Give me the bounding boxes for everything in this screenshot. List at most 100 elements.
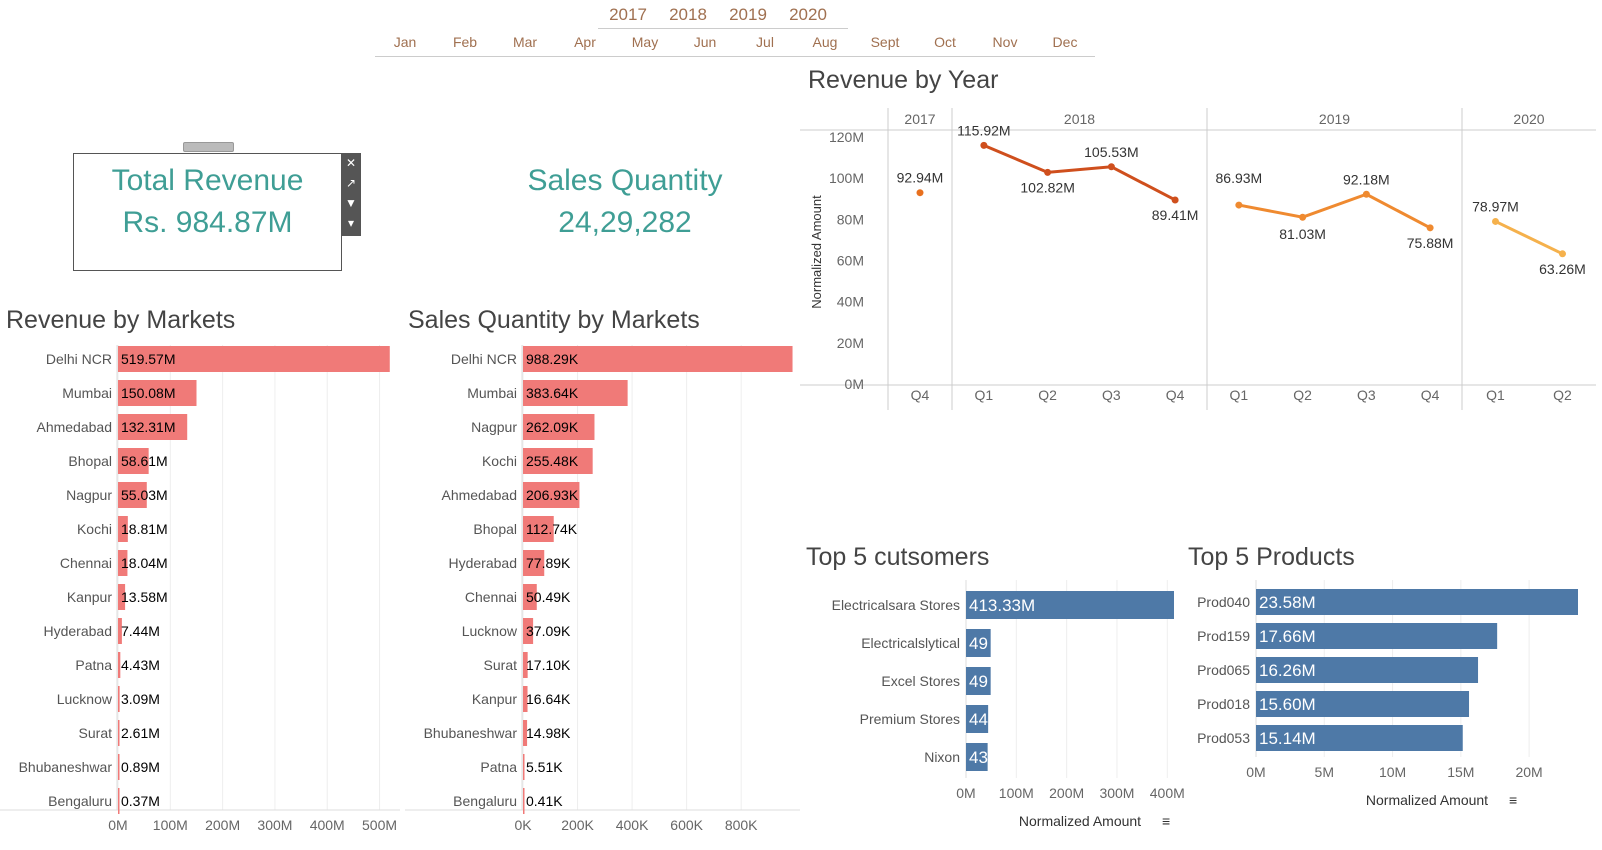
top-products-data-label: 23.58M bbox=[1259, 593, 1316, 612]
revenue-year-data-label: 81.03M bbox=[1279, 226, 1326, 242]
top-customers-bar bbox=[966, 705, 989, 733]
revenue-year-x-tick-label: Q2 bbox=[1553, 387, 1572, 403]
quantity-market-bar bbox=[523, 720, 528, 746]
quantity-market-data-label: 383.64K bbox=[526, 385, 579, 401]
quantity-market-bar bbox=[523, 482, 580, 508]
revenue-year-data-label: 115.92M bbox=[957, 122, 1010, 138]
quantity-market-category-label: Bhubaneshwar bbox=[424, 725, 518, 741]
quantity-market-data-label: 112.74K bbox=[526, 521, 578, 537]
revenue-market-x-tick-label: 200M bbox=[205, 817, 240, 833]
revenue-year-point bbox=[1299, 213, 1307, 221]
sales-quantity-value: 24,29,282 bbox=[558, 206, 692, 239]
quantity-market-category-label: Hyderabad bbox=[449, 555, 518, 571]
total-revenue-card[interactable]: Total Revenue Rs. 984.87M bbox=[73, 153, 342, 271]
revenue-year-point bbox=[1559, 250, 1566, 258]
quantity-market-data-label: 50.49K bbox=[526, 589, 571, 605]
revenue-market-bar bbox=[118, 788, 120, 814]
revenue-year-y-tick-label: 0M bbox=[845, 376, 864, 392]
revenue-year-point bbox=[1362, 190, 1370, 198]
top-customers-x-tick-label: 0M bbox=[956, 785, 975, 801]
month-filter-jan[interactable]: Jan bbox=[393, 34, 417, 50]
month-filter-may[interactable]: May bbox=[631, 34, 659, 50]
quantity-market-bar bbox=[523, 448, 593, 474]
revenue-market-data-label: 13.58M bbox=[121, 589, 168, 605]
top-customers-data-label: 44 bbox=[969, 710, 988, 729]
month-filter-mar[interactable]: Mar bbox=[512, 34, 538, 50]
month-filter-sept[interactable]: Sept bbox=[870, 34, 900, 50]
top-products-x-tick-label: 15M bbox=[1447, 764, 1474, 780]
top-customers-bar bbox=[966, 591, 1174, 619]
quantity-market-x-tick-label: 800K bbox=[725, 817, 758, 833]
revenue-market-x-tick-label: 500M bbox=[362, 817, 397, 833]
quantity-market-category-label: Kochi bbox=[482, 453, 517, 469]
revenue-market-category-label: Kochi bbox=[77, 521, 112, 537]
revenue-market-bar bbox=[118, 516, 128, 542]
month-filter-apr[interactable]: Apr bbox=[574, 34, 596, 50]
quantity-market-category-label: Delhi NCR bbox=[451, 351, 517, 367]
month-filter-oct[interactable]: Oct bbox=[934, 34, 956, 50]
revenue-year-x-tick-label: Q1 bbox=[1230, 387, 1249, 403]
revenue-year-point bbox=[1171, 196, 1179, 204]
revenue-year-x-tick-label: Q2 bbox=[1038, 387, 1057, 403]
revenue-market-bar bbox=[118, 448, 149, 474]
month-filter-nov[interactable]: Nov bbox=[992, 34, 1018, 50]
quantity-market-x-tick-label: 600K bbox=[670, 817, 703, 833]
month-filter-feb[interactable]: Feb bbox=[452, 34, 478, 50]
top-products-data-label: 16.26M bbox=[1259, 661, 1316, 680]
revenue-year-point bbox=[1044, 168, 1052, 176]
quantity-market-data-label: 16.64K bbox=[526, 691, 571, 707]
month-filter-jun[interactable]: Jun bbox=[693, 34, 717, 50]
more-icon[interactable]: ▾ bbox=[347, 216, 355, 230]
revenue-year-x-tick-label: Q3 bbox=[1357, 387, 1376, 403]
quantity-market-bar bbox=[523, 652, 528, 678]
year-filter-2017[interactable]: 2017 bbox=[609, 5, 647, 24]
revenue-year-header-label: 2018 bbox=[1064, 111, 1095, 127]
top-customers-data-label: 49 bbox=[969, 634, 988, 653]
top-customers-title: Top 5 cutsomers bbox=[806, 543, 990, 571]
top-customers-data-label: 43 bbox=[969, 748, 988, 767]
popout-icon[interactable]: ↗ bbox=[345, 176, 357, 190]
month-filter[interactable]: Jan Feb Mar Apr May Jun Jul Aug Sept Oct Nov Dec bbox=[375, 34, 1095, 57]
drag-handle[interactable] bbox=[183, 142, 234, 152]
revenue-market-x-tick-label: 100M bbox=[153, 817, 188, 833]
total-revenue-title: Total Revenue bbox=[111, 164, 304, 197]
quantity-market-bar bbox=[523, 550, 545, 576]
revenue-year-y-tick-label: 60M bbox=[837, 253, 864, 269]
revenue-market-bar bbox=[118, 346, 390, 372]
revenue-year-data-label: 105.53M bbox=[1084, 144, 1138, 160]
top-customers-x-tick-label: 400M bbox=[1150, 785, 1185, 801]
year-filter-2019[interactable]: 2019 bbox=[729, 5, 767, 24]
quantity-market-bar bbox=[523, 414, 595, 440]
quantity-market-data-label: 77.89K bbox=[526, 555, 571, 571]
revenue-market-bar bbox=[118, 686, 120, 712]
top-customers-category-label: Excel Stores bbox=[881, 673, 960, 689]
quantity-market-bar bbox=[523, 686, 528, 712]
month-filter-jul[interactable]: Jul bbox=[756, 34, 774, 50]
top-products-title: Top 5 Products bbox=[1188, 543, 1355, 571]
quantity-market-x-tick-label: 400K bbox=[616, 817, 649, 833]
close-icon[interactable]: ✕ bbox=[345, 156, 357, 170]
month-filter-aug[interactable]: Aug bbox=[812, 34, 838, 50]
revenue-market-bar bbox=[118, 618, 122, 644]
revenue-year-x-tick-label: Q3 bbox=[1102, 387, 1121, 403]
year-filter[interactable]: 2017 2018 2019 2020 bbox=[598, 5, 848, 29]
quantity-market-bar bbox=[523, 584, 537, 610]
sales-quantity-by-markets-title: Sales Quantity by Markets bbox=[408, 306, 700, 334]
year-filter-2018[interactable]: 2018 bbox=[669, 5, 707, 24]
quantity-market-x-tick-label: 200K bbox=[561, 817, 594, 833]
top-customers-category-label: Electricalsara Stores bbox=[832, 597, 960, 613]
top-customers-bar bbox=[966, 667, 991, 695]
revenue-year-y-tick-label: 40M bbox=[837, 294, 864, 310]
quantity-market-data-label: 5.51K bbox=[526, 759, 563, 775]
month-filter-dec[interactable]: Dec bbox=[1052, 34, 1078, 50]
revenue-market-data-label: 519.57M bbox=[121, 351, 175, 367]
year-filter-2020[interactable]: 2020 bbox=[789, 5, 827, 24]
quantity-market-category-label: Nagpur bbox=[471, 419, 517, 435]
filter-icon[interactable]: ▼ bbox=[345, 196, 357, 210]
revenue-year-line-2018 bbox=[983, 144, 1176, 202]
revenue-market-data-label: 150.08M bbox=[121, 385, 175, 401]
revenue-year-line-2019 bbox=[1238, 192, 1431, 230]
top-products-bar bbox=[1256, 589, 1578, 615]
top-products-x-axis-title: Normalized Amount bbox=[1366, 792, 1488, 808]
revenue-market-bar bbox=[118, 584, 126, 610]
